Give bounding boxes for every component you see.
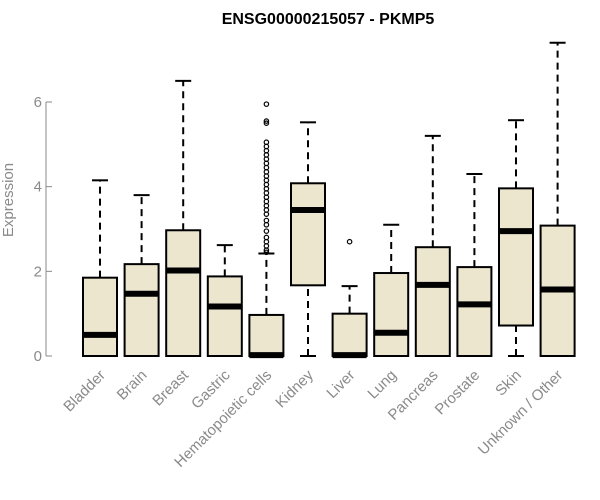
iqr-box bbox=[456, 266, 493, 358]
plot-area bbox=[82, 41, 576, 359]
iqr-box bbox=[165, 229, 202, 358]
x-tick-label: Skin bbox=[492, 367, 525, 400]
box-prostate bbox=[456, 172, 493, 358]
y-tick-label: 0 bbox=[34, 348, 42, 365]
x-tick-label: Bladder bbox=[60, 367, 109, 416]
outlier-point bbox=[263, 234, 270, 241]
y-tick-label: 4 bbox=[34, 179, 42, 196]
iqr-box bbox=[290, 182, 326, 287]
outlier-point bbox=[263, 120, 270, 126]
outlier-point bbox=[263, 139, 270, 146]
outlier-point bbox=[263, 228, 270, 234]
box-brain bbox=[123, 194, 160, 357]
outlier-point bbox=[263, 249, 270, 256]
outlier-point bbox=[263, 101, 270, 107]
box-kidney bbox=[290, 121, 326, 357]
iqr-box bbox=[248, 313, 285, 358]
x-tick-label: Kidney bbox=[272, 366, 317, 411]
box-unknown-other bbox=[539, 41, 576, 357]
iqr-box bbox=[331, 312, 368, 357]
outlier-point bbox=[346, 238, 353, 245]
box-pancreas bbox=[414, 134, 451, 358]
iqr-box bbox=[498, 187, 534, 327]
outlier-point bbox=[263, 217, 270, 224]
box-lung bbox=[373, 223, 410, 358]
x-tick-label: Liver bbox=[323, 367, 358, 402]
y-tick-label: 6 bbox=[34, 94, 42, 111]
x-tick-label: Breast bbox=[149, 366, 192, 409]
y-axis: 0 2 4 6 bbox=[34, 94, 52, 365]
chart-title: ENSG00000215057 - PKMP5 bbox=[222, 11, 435, 28]
box-liver bbox=[331, 238, 368, 359]
box-gastric bbox=[206, 244, 243, 357]
iqr-box bbox=[123, 263, 160, 357]
iqr-box bbox=[414, 246, 451, 358]
box-hematopoietic-cells bbox=[248, 101, 285, 359]
x-tick-label: Brain bbox=[114, 367, 151, 404]
iqr-box bbox=[373, 272, 410, 358]
outlier-point bbox=[263, 118, 270, 124]
y-axis-label: Expression bbox=[0, 163, 17, 237]
x-tick-label: Lung bbox=[364, 367, 400, 403]
box-bladder bbox=[82, 179, 118, 357]
iqr-box bbox=[206, 275, 243, 357]
box-skin bbox=[498, 119, 534, 357]
x-tick-label: Prostate bbox=[432, 367, 484, 419]
y-tick-label: 2 bbox=[34, 263, 42, 280]
box-breast bbox=[165, 79, 202, 358]
iqr-box bbox=[82, 276, 118, 357]
